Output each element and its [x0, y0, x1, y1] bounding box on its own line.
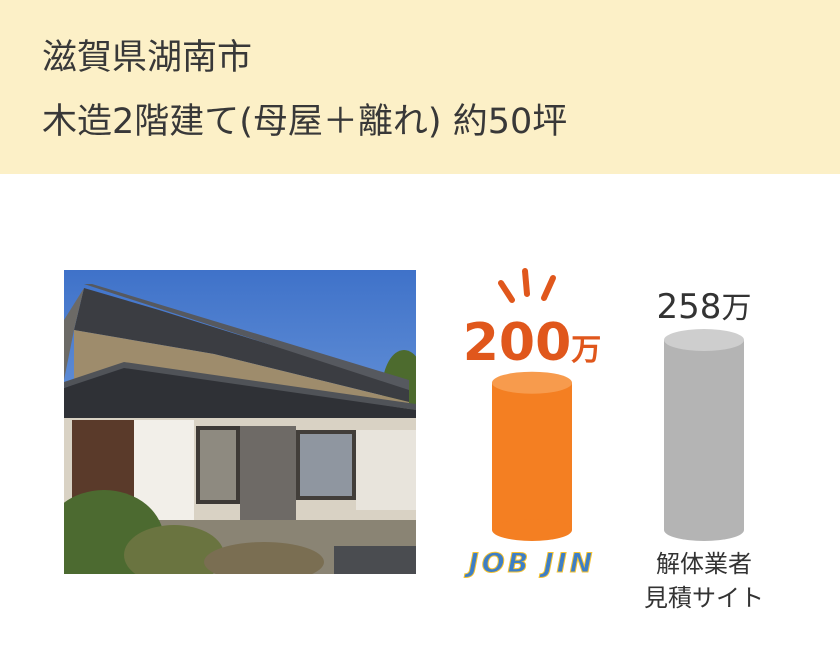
- bar-jobjin-body: [492, 382, 572, 530]
- value-label-jobjin: 200万: [463, 313, 602, 373]
- bar-jobjin-bottom: [492, 519, 572, 541]
- header-banner: 滋賀県湖南市 木造2階建て(母屋＋離れ) 約50坪: [0, 0, 840, 174]
- house-photo: [64, 270, 416, 574]
- bar-estimate-site-body: [664, 340, 744, 530]
- highlight-burst-icon: [498, 268, 556, 303]
- bar-jobjin-top: [492, 371, 572, 394]
- value-number-jobjin: 200: [463, 313, 572, 373]
- bar-estimate-site-top: [664, 329, 744, 351]
- value-number-estimate-site: 258: [657, 287, 722, 327]
- building-spec-text: 木造2階建て(母屋＋離れ) 約50坪: [42, 102, 568, 142]
- category-label-line1: 解体業者: [656, 550, 752, 578]
- bar-estimate-site: [664, 329, 744, 541]
- bar-jobjin: [492, 371, 572, 541]
- value-unit-estimate-site: 万: [721, 291, 751, 326]
- value-unit-jobjin: 万: [571, 333, 601, 368]
- category-label-line2: 見積サイト: [644, 584, 764, 612]
- jobjin-logo: JOB JIN: [464, 548, 596, 579]
- value-label-estimate-site: 258万: [657, 287, 752, 327]
- bar-estimate-site-bottom: [664, 519, 744, 541]
- location-text: 滋賀県湖南市: [42, 38, 253, 78]
